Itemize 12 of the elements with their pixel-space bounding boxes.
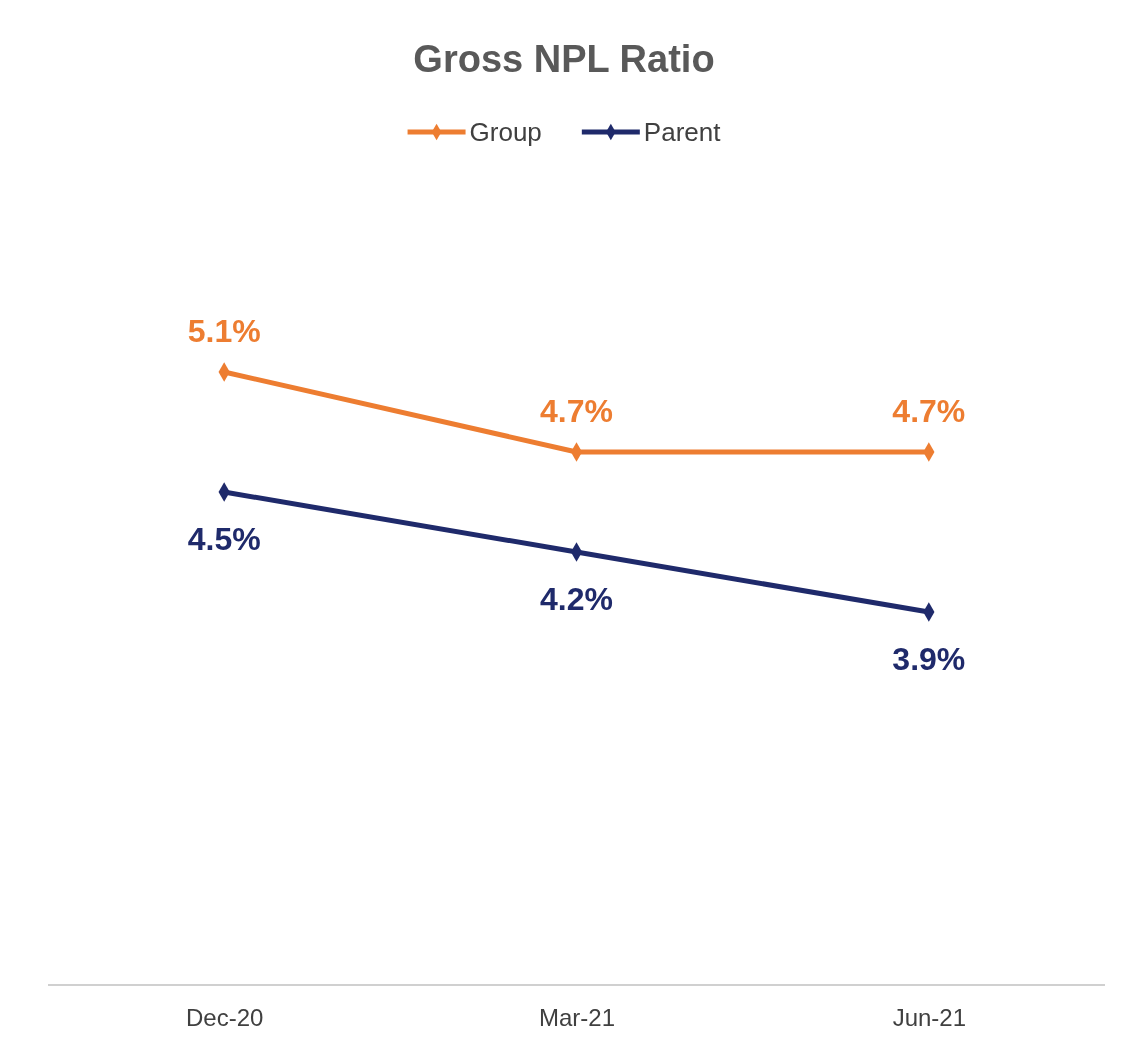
data-label: 5.1% bbox=[187, 313, 261, 349]
x-tick-label: Jun-21 bbox=[892, 1004, 967, 1032]
x-tick-label: Dec-20 bbox=[185, 1004, 264, 1032]
legend-label: Group bbox=[469, 117, 542, 147]
data-label: 3.9% bbox=[892, 641, 966, 677]
data-label: 4.2% bbox=[540, 581, 613, 617]
legend-label: Parent bbox=[643, 117, 722, 147]
x-tick-label: Mar-21 bbox=[538, 1004, 616, 1032]
data-label: 4.7% bbox=[892, 393, 966, 429]
data-label: 4.5% bbox=[187, 521, 261, 557]
chart-title: Gross NPL Ratio bbox=[413, 38, 715, 80]
data-label: 4.7% bbox=[540, 393, 613, 429]
